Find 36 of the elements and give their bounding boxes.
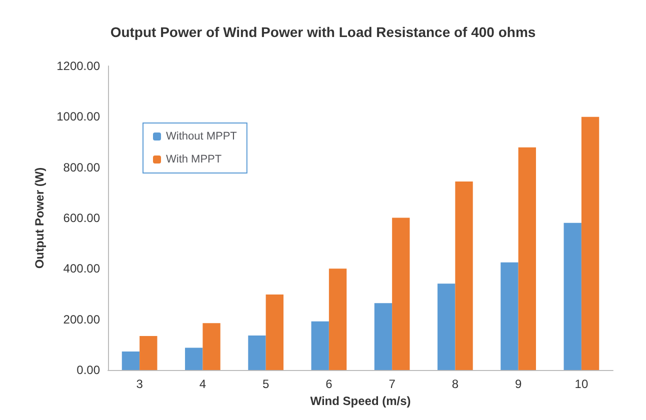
bar (122, 352, 140, 370)
bar (581, 116, 600, 370)
chart-title: Output Power of Wind Power with Load Resistance of 400 ohms (110, 24, 536, 40)
x-axis-title: Wind Speed (m/s) (310, 394, 411, 408)
bar (248, 336, 266, 370)
x-tick-label: 6 (326, 377, 333, 391)
bar (438, 284, 456, 370)
y-tick-label: 800.00 (63, 160, 100, 174)
bar (311, 321, 329, 370)
bar (202, 323, 220, 370)
x-tick-label: 4 (199, 377, 206, 391)
bar (140, 336, 158, 370)
bar (564, 222, 582, 370)
legend-label: With MPPT (166, 154, 222, 166)
bar (392, 218, 410, 370)
bar (500, 262, 518, 370)
y-axis-title: Output Power (W) (32, 167, 47, 269)
x-tick-label: 7 (388, 377, 396, 391)
x-tick-label: 9 (514, 377, 522, 391)
y-tick-label: 1000.00 (56, 110, 100, 124)
bar (328, 268, 347, 370)
legend-label: Without MPPT (166, 130, 238, 142)
x-tick-label: 8 (452, 377, 459, 391)
y-tick-label: 600.00 (63, 211, 100, 225)
y-tick-label: 200.00 (63, 312, 100, 326)
bar (266, 294, 284, 370)
x-tick-label: 10 (574, 377, 588, 391)
y-tick-label: 400.00 (63, 262, 100, 276)
bar (455, 182, 473, 370)
bar (185, 348, 203, 370)
y-tick-label: 0.00 (76, 363, 100, 377)
y-tick-label: 1200.00 (56, 59, 100, 73)
x-tick-label: 3 (136, 377, 144, 391)
bar (374, 303, 392, 370)
bar (518, 147, 536, 370)
x-tick-label: 5 (262, 377, 270, 391)
